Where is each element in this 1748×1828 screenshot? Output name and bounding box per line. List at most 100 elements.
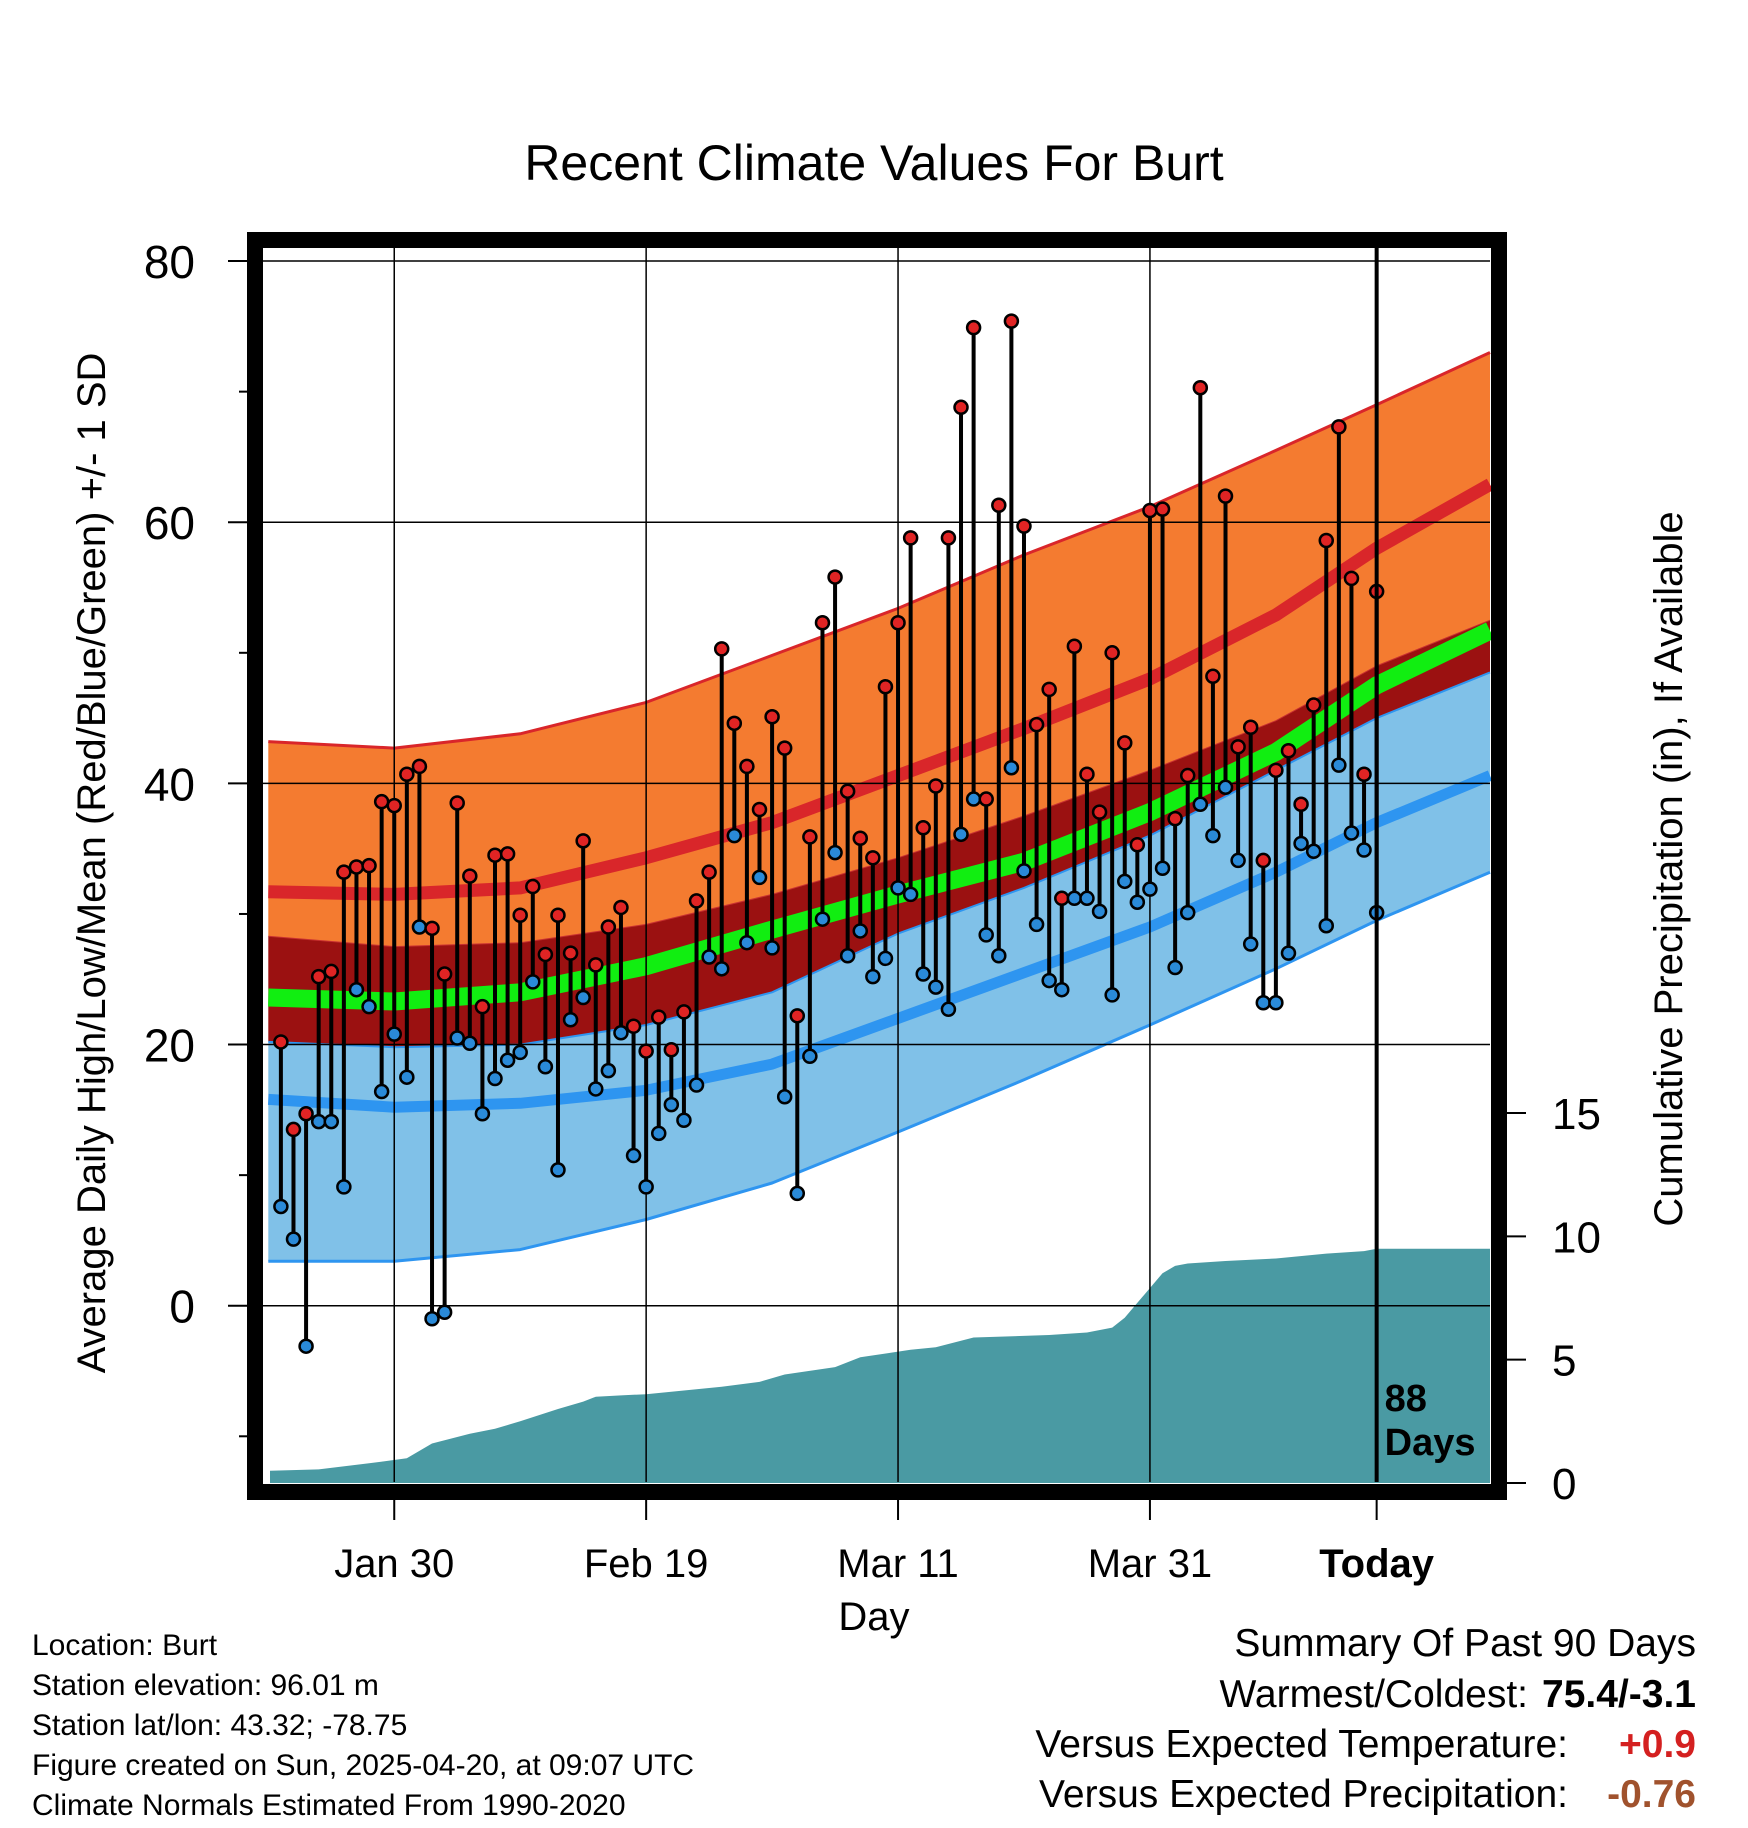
today-days-label: Days [1385, 1422, 1476, 1464]
daily-high-point [487, 847, 503, 863]
warm-cold-value: 75.4/-3.1 [1542, 1673, 1696, 1716]
daily-high-point [273, 1034, 289, 1050]
daily-low-point [1142, 881, 1158, 897]
daily-high-point [965, 319, 982, 336]
daily-high-point [915, 820, 931, 836]
daily-low-point [1255, 995, 1272, 1011]
daily-high-point [1318, 532, 1335, 549]
daily-high-point [789, 1008, 806, 1024]
daily-high-point [890, 615, 906, 631]
footer-location: Location: Burt [32, 1629, 218, 1662]
daily-high-point [1154, 501, 1171, 517]
footer-elevation: Station elevation: 96.01 m [32, 1669, 379, 1702]
daily-low-point [940, 1001, 957, 1018]
x-tick-label: Mar 11 [837, 1542, 959, 1586]
daily-low-point [1305, 843, 1322, 860]
y-tick-label: 40 [144, 758, 195, 810]
daily-high-point [1205, 668, 1221, 685]
y-tick-label: 60 [144, 497, 195, 549]
daily-high-point [310, 968, 327, 985]
daily-high-point [1079, 766, 1095, 782]
cumulative-precip-area [270, 1248, 1490, 1483]
daily-low-point [1331, 757, 1347, 773]
daily-low-point [562, 1011, 579, 1028]
daily-high-point [1028, 716, 1045, 733]
daily-low-point [802, 1048, 818, 1065]
y2-axis-label: Cumulative Precipitation (in), If Availa… [1647, 511, 1691, 1226]
daily-high-point [638, 1043, 654, 1059]
daily-high-point [348, 859, 365, 875]
daily-high-point [1054, 890, 1070, 907]
daily-high-point [827, 569, 843, 585]
y-tick-label: 20 [144, 1020, 195, 1072]
x-tick-label: Mar 31 [1088, 1542, 1213, 1586]
daily-high-point [1016, 518, 1032, 534]
daily-low-point [1041, 972, 1057, 989]
daily-low-point [776, 1089, 793, 1105]
daily-high-point [537, 946, 554, 963]
daily-low-point [1280, 945, 1297, 961]
daily-low-point [852, 923, 869, 939]
daily-low-point [877, 950, 894, 967]
daily-high-point [839, 783, 856, 799]
daily-low-point [613, 1025, 629, 1041]
daily-high-point [953, 399, 969, 416]
temp-vs-expected-value: +0.9 [1619, 1723, 1696, 1766]
daily-low-point [1104, 987, 1120, 1003]
daily-low-point [348, 981, 365, 998]
daily-high-point [1192, 379, 1209, 396]
daily-high-point [285, 1121, 302, 1138]
daily-low-point [928, 979, 944, 995]
daily-high-point [1217, 488, 1234, 504]
daily-high-point [852, 830, 869, 846]
daily-low-point [701, 949, 717, 965]
daily-low-point [739, 934, 755, 951]
daily-high-point [1305, 697, 1322, 713]
daily-low-point [1179, 904, 1196, 921]
daily-high-point [650, 1009, 667, 1025]
daily-low-point [865, 968, 881, 985]
daily-high-point [449, 795, 465, 811]
daily-high-point [1003, 313, 1020, 329]
daily-high-point [424, 920, 440, 937]
daily-low-point [1054, 981, 1070, 998]
daily-low-point [1268, 995, 1284, 1011]
daily-high-point [436, 966, 453, 982]
daily-low-point [1129, 894, 1146, 910]
y-tick-label: 80 [144, 236, 195, 288]
daily-low-point [399, 1069, 415, 1085]
y2-tick-label: 0 [1552, 1460, 1576, 1509]
plot-frame [247, 232, 1507, 1500]
daily-low-point [1230, 852, 1246, 869]
daily-high-point [739, 758, 755, 775]
high-low-overlap-band [268, 620, 1490, 1048]
precip-vs-expected-value: -0.76 [1607, 1773, 1696, 1816]
daily-low-point [525, 974, 541, 990]
daily-high-point [588, 957, 604, 973]
daily-high-point [940, 530, 957, 546]
daily-low-point [1016, 863, 1032, 879]
daily-high-point [1041, 681, 1057, 698]
today-days-count: 88 [1385, 1378, 1427, 1420]
axes: 0 20 40 60 80 0 5 10 15 Jan 30 Feb 19 Mar 11 Mar 31 T… [144, 232, 1601, 1586]
daily-high-point [726, 715, 743, 732]
daily-low-point [1293, 835, 1309, 852]
daily-low-point [550, 1162, 566, 1178]
daily-low-point [298, 1338, 314, 1354]
daily-high-point [361, 857, 377, 874]
y-tick-label: 0 [169, 1281, 195, 1333]
daily-high-point [802, 829, 818, 845]
daily-high-point [877, 679, 894, 695]
daily-high-point [663, 1042, 680, 1058]
daily-low-point [1217, 779, 1234, 796]
daily-high-point [1116, 735, 1133, 751]
daily-low-point [663, 1096, 680, 1113]
daily-high-point [865, 850, 881, 866]
daily-high-point [1331, 419, 1347, 435]
chart-title: Recent Climate Values For Burt [524, 135, 1223, 191]
daily-high-point [386, 797, 402, 814]
y2-tick-label: 5 [1552, 1337, 1576, 1386]
daily-high-point [562, 945, 579, 961]
daily-high-point [298, 1106, 314, 1122]
daily-low-point [789, 1185, 806, 1202]
